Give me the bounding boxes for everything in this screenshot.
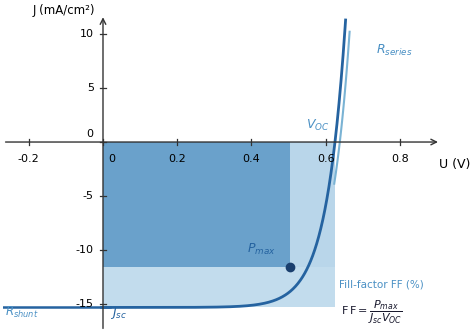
Bar (103, 142, 291, 268)
Bar (103, 142, 335, 307)
Text: -10: -10 (76, 245, 94, 255)
Text: $\mathrm{F\,F} = \dfrac{P_{max}}{J_{sc}V_{OC}}$: $\mathrm{F\,F} = \dfrac{P_{max}}{J_{sc}V… (340, 299, 402, 326)
Text: 0: 0 (109, 154, 116, 164)
Text: -0.2: -0.2 (18, 154, 40, 164)
Text: 0.6: 0.6 (317, 154, 335, 164)
Text: 0.4: 0.4 (243, 154, 260, 164)
Text: -15: -15 (76, 299, 94, 309)
Text: $R_{series}$: $R_{series}$ (376, 42, 412, 58)
Text: -5: -5 (83, 191, 94, 201)
Text: $J_{sc}$: $J_{sc}$ (110, 305, 128, 321)
Text: 0.2: 0.2 (168, 154, 186, 164)
Text: 0: 0 (87, 129, 94, 139)
Text: U (V): U (V) (439, 158, 470, 171)
Text: J (mA/cm²): J (mA/cm²) (33, 4, 95, 17)
Text: $P_{max}$: $P_{max}$ (247, 241, 275, 257)
Text: 5: 5 (87, 83, 94, 93)
Text: $R_{shunt}$: $R_{shunt}$ (5, 305, 38, 320)
Text: Fill-factor FF (%): Fill-factor FF (%) (339, 280, 423, 290)
Text: $V_{OC}$: $V_{OC}$ (306, 118, 329, 133)
Text: 10: 10 (80, 29, 94, 39)
Bar (291, 142, 335, 268)
Text: 0.8: 0.8 (391, 154, 409, 164)
